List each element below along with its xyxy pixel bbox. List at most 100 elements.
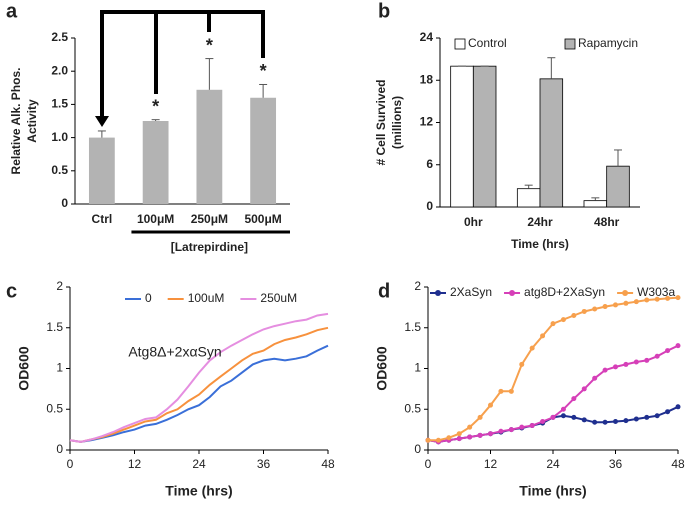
y-tick-label: 2.5 xyxy=(51,30,68,44)
point xyxy=(644,414,650,420)
y-axis-label: Relative Alk. Phos. xyxy=(9,68,23,175)
y-axis-label: (millions) xyxy=(390,96,404,149)
point xyxy=(571,396,577,402)
y-tick-label: 18 xyxy=(420,72,434,86)
point xyxy=(529,423,535,429)
point xyxy=(581,417,587,423)
legend-label: 100uM xyxy=(188,291,225,305)
x-tick-label: 48 xyxy=(321,457,335,471)
point xyxy=(519,424,525,430)
point xyxy=(467,424,473,430)
y-tick-label: 0.5 xyxy=(404,401,421,415)
y-tick-label: 0 xyxy=(414,442,421,456)
annotation: Atg8Δ+2xαSyn xyxy=(128,344,221,360)
y-tick-label: 2 xyxy=(56,279,63,293)
legend-swatch xyxy=(564,38,576,50)
x-tick-label: 250μM xyxy=(191,212,228,226)
significance-star: * xyxy=(152,96,159,116)
bar xyxy=(606,165,630,208)
point xyxy=(623,418,629,424)
point xyxy=(654,296,660,302)
point xyxy=(508,427,514,433)
y-axis-label: Activity xyxy=(25,99,39,143)
point xyxy=(571,414,577,420)
x-tick-label: 0hr xyxy=(464,215,483,229)
point xyxy=(613,364,618,370)
x-tick-label: 24 xyxy=(546,457,560,471)
y-tick-label: 2 xyxy=(414,279,421,293)
point xyxy=(560,406,566,412)
bar xyxy=(196,89,223,204)
y-axis-label: OD600 xyxy=(374,346,390,391)
point xyxy=(592,306,598,312)
point xyxy=(498,428,504,434)
x-tick-label: 36 xyxy=(257,457,271,471)
bar xyxy=(142,121,169,204)
y-tick-label: 24 xyxy=(420,30,434,44)
y-tick-label: 2.0 xyxy=(51,63,68,77)
point xyxy=(592,419,598,425)
line-series xyxy=(69,312,329,443)
point xyxy=(477,414,483,420)
point xyxy=(477,432,483,438)
point xyxy=(540,418,546,424)
point xyxy=(446,435,452,441)
y-tick-label: 1 xyxy=(414,361,421,375)
x-tick-label: 36 xyxy=(609,457,623,471)
point xyxy=(665,348,671,354)
legend-marker xyxy=(509,290,516,296)
point xyxy=(550,414,556,420)
point xyxy=(550,321,556,327)
point xyxy=(675,404,681,410)
x-tick-label: 12 xyxy=(484,457,498,471)
y-axis-label: OD600 xyxy=(16,346,32,391)
y-tick-label: 6 xyxy=(426,157,433,171)
x-tick-label: 48hr xyxy=(594,215,620,229)
point xyxy=(560,317,566,323)
panel-letter: c xyxy=(6,280,17,302)
panel-letter: a xyxy=(6,0,18,22)
point xyxy=(633,299,639,305)
legend-marker xyxy=(622,290,629,296)
bar xyxy=(472,65,497,208)
legend-label: 2XaSyn xyxy=(450,285,492,299)
legend-marker xyxy=(435,290,441,296)
x-tick-label: 100μM xyxy=(137,212,174,226)
point xyxy=(613,418,618,424)
point xyxy=(644,357,650,363)
y-tick-label: 12 xyxy=(420,115,434,129)
point xyxy=(665,295,671,301)
bar xyxy=(88,137,115,204)
bar xyxy=(583,200,608,208)
x-tick-label: 0 xyxy=(67,457,74,471)
point xyxy=(435,437,441,443)
x-axis-label: Time (hrs) xyxy=(519,483,586,499)
point xyxy=(623,361,629,367)
point xyxy=(456,431,462,437)
point xyxy=(467,434,473,440)
point xyxy=(581,308,587,314)
x-tick-label: 0 xyxy=(425,457,432,471)
x-tick-label: 500μM xyxy=(244,212,281,226)
y-tick-label: 1.5 xyxy=(404,320,421,334)
point xyxy=(488,402,493,408)
legend-label: Rapamycin xyxy=(578,36,638,50)
bar xyxy=(539,78,564,208)
point xyxy=(488,431,493,437)
y-tick-label: 0.5 xyxy=(46,401,63,415)
panel-letter: d xyxy=(378,280,390,302)
y-tick-label: 1.5 xyxy=(46,320,63,334)
point xyxy=(654,413,660,419)
point xyxy=(581,386,587,392)
point xyxy=(519,361,525,367)
significance-star: * xyxy=(260,61,267,81)
point xyxy=(675,343,681,349)
legend-label: 0 xyxy=(145,291,152,305)
legend-label: Control xyxy=(468,36,507,50)
line-series xyxy=(69,326,329,443)
bracket-arrow xyxy=(95,116,109,127)
point xyxy=(633,416,639,422)
point xyxy=(592,375,598,381)
point xyxy=(613,302,618,308)
